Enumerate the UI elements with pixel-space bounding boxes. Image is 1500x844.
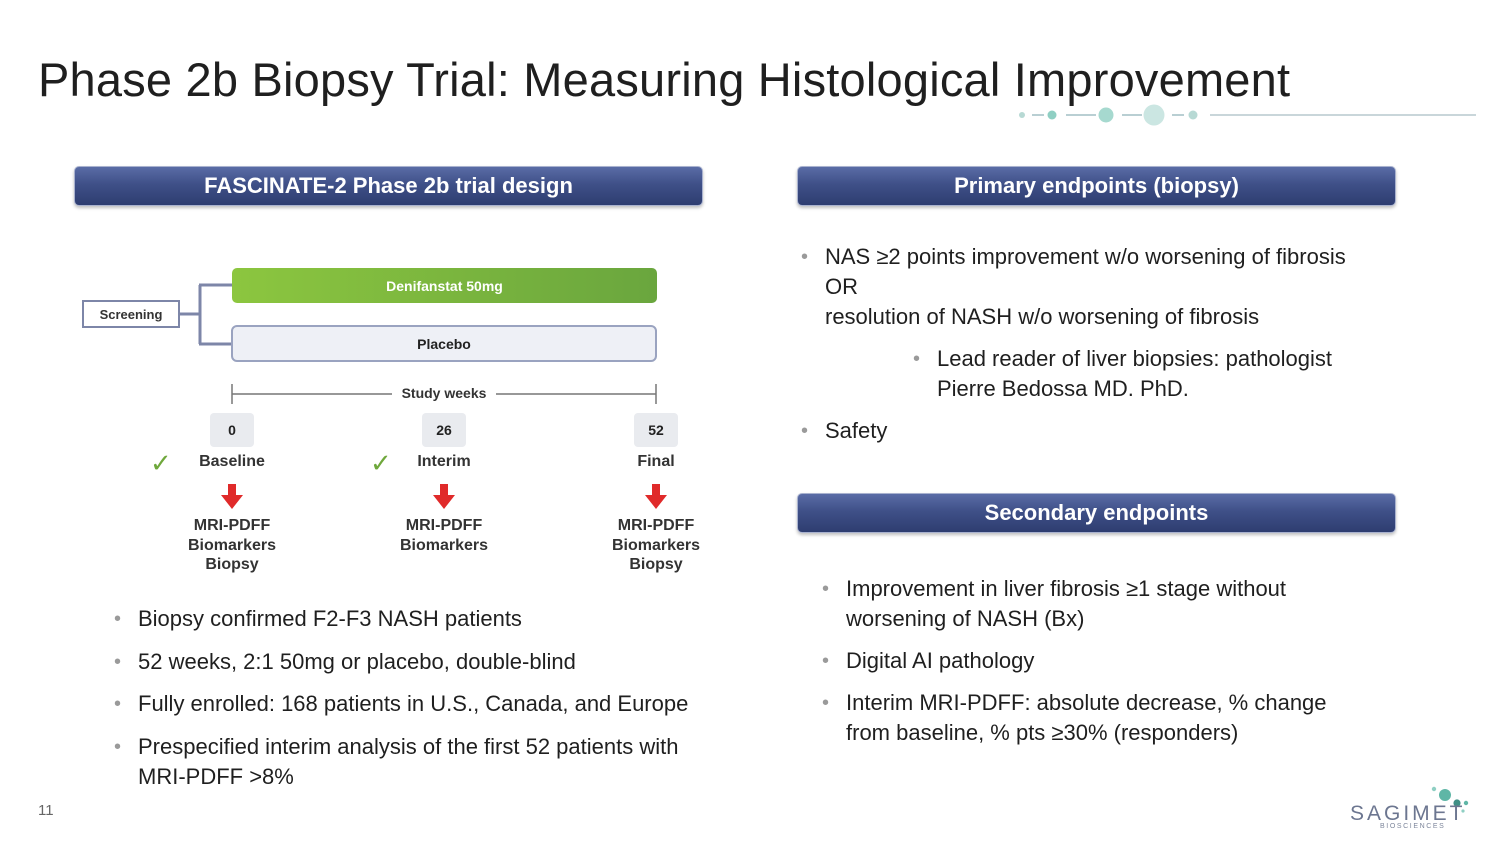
primary-endpoints-bullets: NAS ≥2 points improvement w/o worsening … (801, 242, 1421, 458)
timepoint-baseline: Baseline (199, 453, 265, 470)
list-item: Safety (801, 416, 1421, 446)
study-weeks-label: Study weeks (392, 385, 496, 401)
secondary-endpoints-banner-label: Secondary endpoints (984, 500, 1209, 525)
list-item: NAS ≥2 points improvement w/o worsening … (801, 242, 1421, 332)
baseline-measures: MRI-PDFF Biomarkers Biopsy (187, 517, 277, 573)
interim-down-arrow-icon (433, 484, 455, 509)
primary-endpoints-banner-label: Primary endpoints (biopsy) (954, 173, 1239, 198)
list-item: 52 weeks, 2:1 50mg or placebo, double-bl… (114, 647, 754, 677)
sagimet-logo: SAGIMET BIOSCIENCES (1348, 784, 1478, 834)
timepoint-final: Final (637, 453, 675, 470)
interim-check-mark-icon: ✓ (370, 448, 392, 478)
list-item: Fully enrolled: 168 patients in U.S., Ca… (114, 689, 754, 719)
baseline-check-mark-icon: ✓ (150, 448, 172, 478)
placebo-arm-bar: Placebo (231, 325, 657, 362)
title-rule-decoration (26, 104, 1476, 126)
list-item: Digital AI pathology (822, 646, 1422, 676)
secondary-endpoints-bullets: Improvement in liver fibrosis ≥1 stage w… (822, 574, 1422, 760)
final-measures: MRI-PDFF Biomarkers Biopsy (611, 517, 701, 573)
trial-design-bullets: Biopsy confirmed F2-F3 NASH patients 52 … (114, 604, 754, 804)
screening-box: Screening (82, 300, 180, 328)
secondary-endpoints-banner: Secondary endpoints (797, 493, 1396, 533)
logo-subtitle: BIOSCIENCES (1380, 823, 1446, 830)
baseline-down-arrow-icon (221, 484, 243, 509)
logo-wordmark: SAGIMET (1350, 802, 1466, 825)
list-item: Biopsy confirmed F2-F3 NASH patients (114, 604, 754, 634)
week-0-box: 0 (210, 413, 254, 447)
list-item: Interim MRI-PDFF: absolute decrease, % c… (822, 688, 1422, 748)
list-item: Improvement in liver fibrosis ≥1 stage w… (822, 574, 1422, 634)
logo-dots-icon (1431, 786, 1469, 813)
list-item-sub: Lead reader of liver biopsies: pathologi… (913, 344, 1421, 404)
week-26-box: 26 (422, 413, 466, 447)
week-52-box: 52 (634, 413, 678, 447)
slide-title: Phase 2b Biopsy Trial: Measuring Histolo… (38, 53, 1291, 106)
trial-design-banner-label: FASCINATE-2 Phase 2b trial design (204, 173, 573, 198)
trial-design-banner: FASCINATE-2 Phase 2b trial design (74, 166, 703, 206)
page-number: 11 (38, 802, 54, 819)
primary-endpoints-banner: Primary endpoints (biopsy) (797, 166, 1396, 206)
interim-measures: MRI-PDFF Biomarkers (399, 517, 489, 554)
denifanstat-arm-bar: Denifanstat 50mg (232, 268, 657, 303)
final-down-arrow-icon (645, 484, 667, 509)
timepoint-interim: Interim (417, 453, 471, 470)
list-item: Prespecified interim analysis of the fir… (114, 732, 754, 792)
